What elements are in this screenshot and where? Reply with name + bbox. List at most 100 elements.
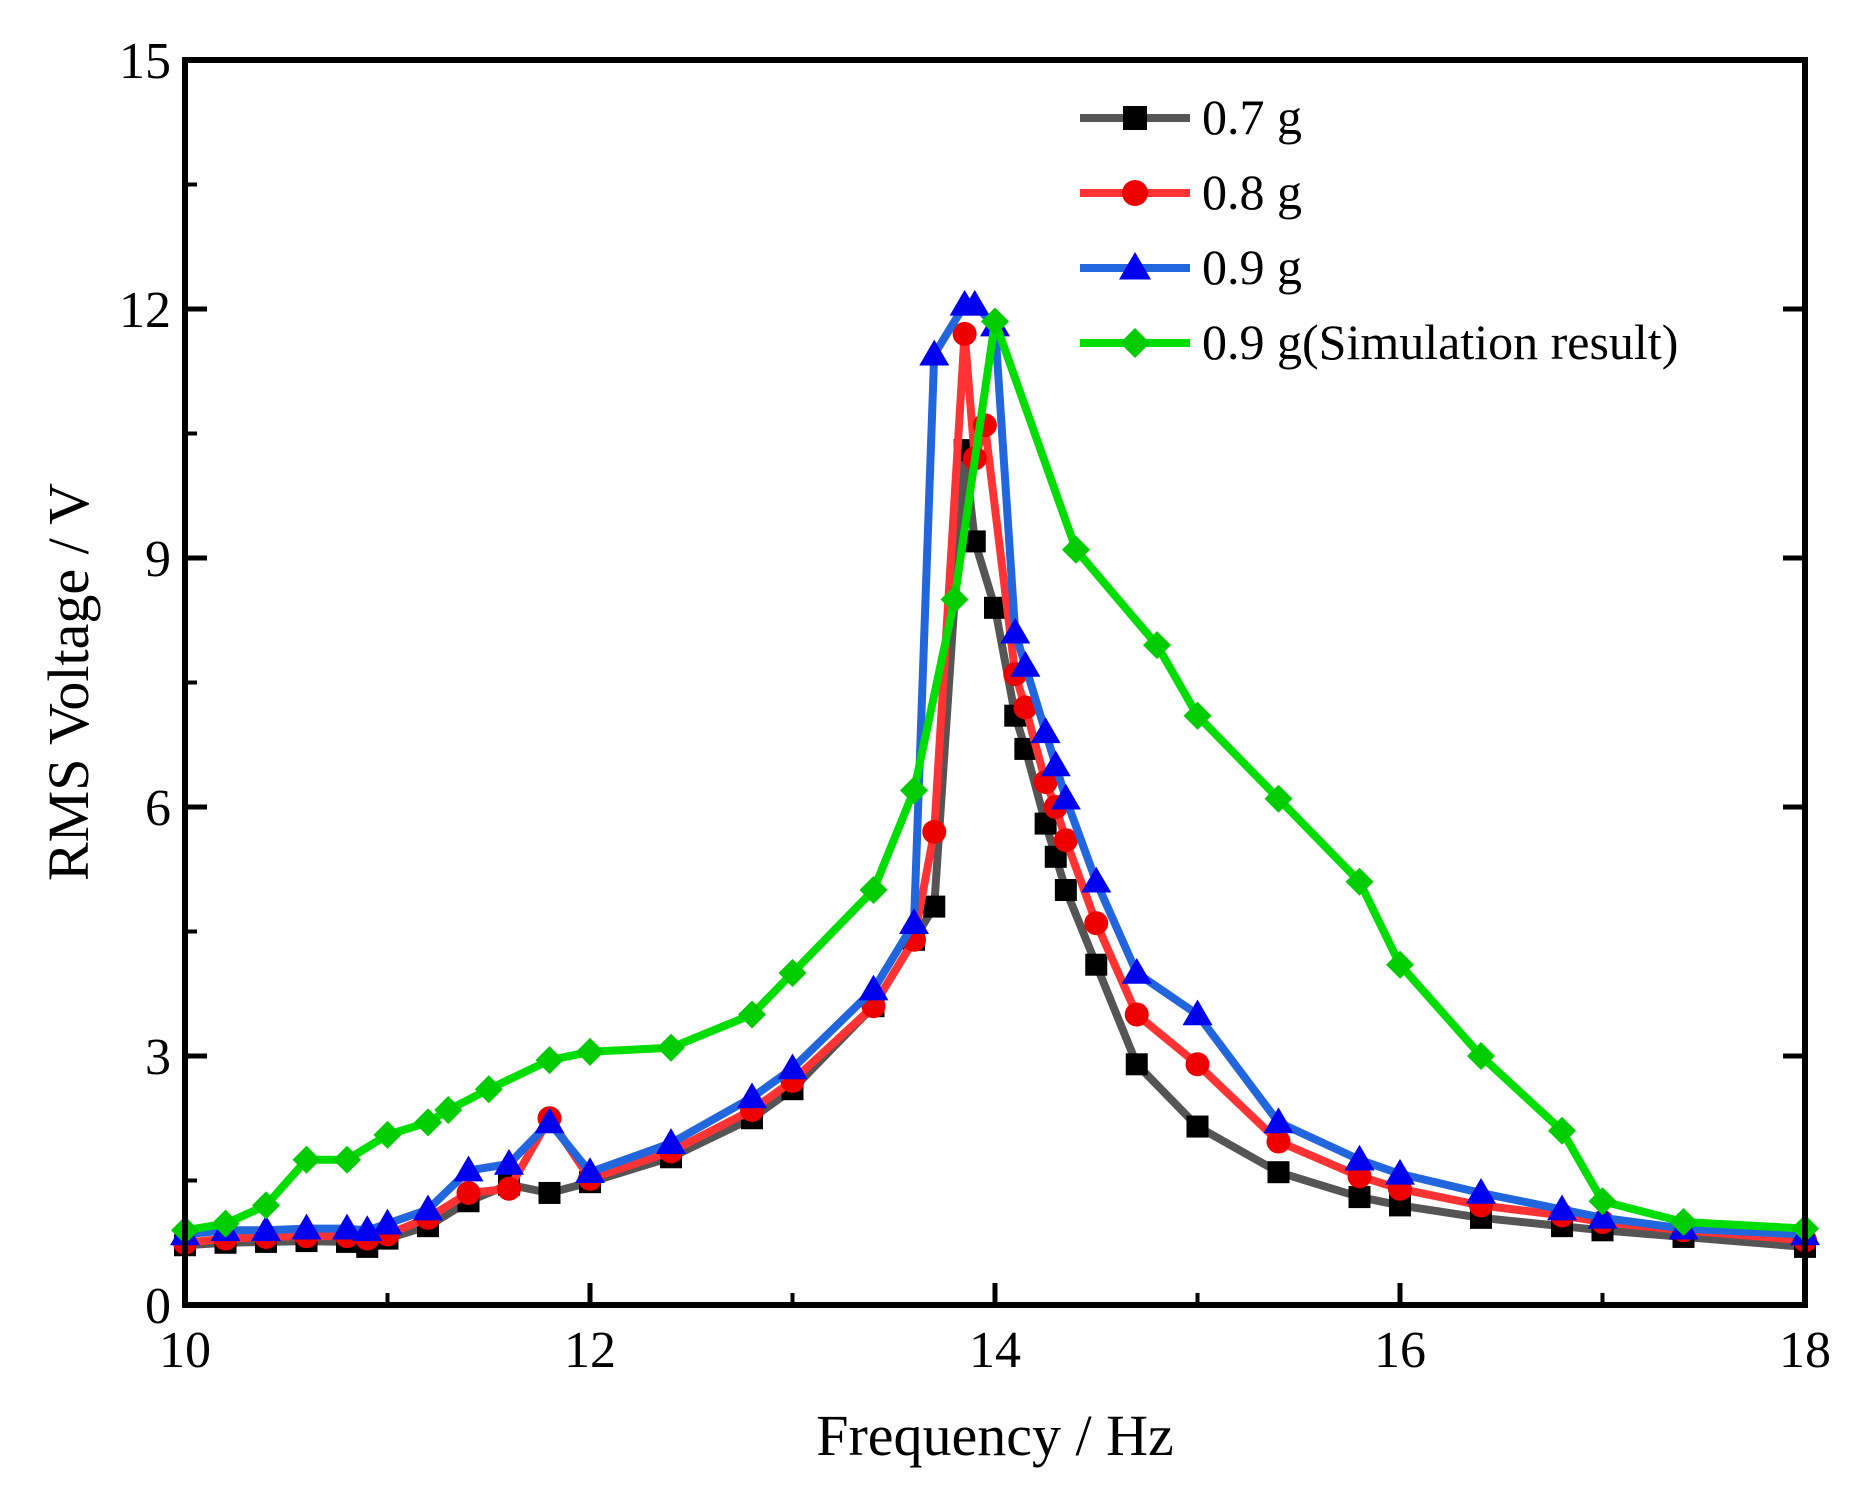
data-point <box>1345 867 1374 896</box>
data-point <box>1081 866 1112 893</box>
series-layer <box>170 289 1820 1258</box>
data-point <box>1084 911 1109 936</box>
data-point <box>1348 1186 1371 1209</box>
data-point <box>1466 1177 1496 1204</box>
x-tick-label: 12 <box>564 1322 616 1379</box>
data-point <box>1013 695 1038 720</box>
data-point <box>1547 1194 1577 1221</box>
data-point <box>1050 783 1081 810</box>
y-tick-label: 15 <box>119 33 171 90</box>
legend-label: 0.9 g(Simulation result) <box>1202 314 1678 370</box>
data-point <box>777 1053 808 1080</box>
legend-marker <box>1122 180 1148 206</box>
data-point <box>434 1095 463 1124</box>
data-point <box>373 1120 402 1149</box>
legend-marker <box>1120 328 1150 358</box>
x-tick-label: 10 <box>159 1322 211 1379</box>
data-point <box>1000 617 1031 644</box>
data-point <box>332 1213 362 1240</box>
data-point <box>1125 1053 1148 1076</box>
data-point <box>959 289 990 316</box>
legend-marker <box>1123 106 1147 130</box>
data-point <box>1143 631 1171 660</box>
legend-label: 0.7 g <box>1202 89 1302 145</box>
data-point <box>414 1108 442 1137</box>
series-line <box>181 300 1809 1239</box>
data-point <box>333 1145 361 1174</box>
legend-marker <box>1119 252 1151 280</box>
data-point <box>291 1213 322 1240</box>
data-point <box>1669 1208 1698 1236</box>
legend-label: 0.8 g <box>1202 164 1302 220</box>
data-point <box>292 1145 321 1174</box>
data-point <box>1264 784 1293 813</box>
data-point <box>1548 1116 1576 1145</box>
legend-entry: 0.8 g <box>1080 164 1302 220</box>
data-point <box>940 585 969 614</box>
legend-entry: 0.7 g <box>1080 89 1302 145</box>
x-tick-label: 14 <box>969 1322 1021 1379</box>
data-point <box>1121 958 1152 984</box>
axis-ticks: 10 12 14 16 18 0 3 6 9 12 15 <box>119 33 1831 1379</box>
data-point <box>1124 1002 1149 1027</box>
y-axis-title: RMS Voltage / V <box>36 483 101 881</box>
data-point <box>859 876 888 904</box>
data-point <box>413 1194 443 1221</box>
data-point <box>1085 953 1108 976</box>
data-point <box>1186 1115 1209 1138</box>
data-point <box>575 1157 605 1183</box>
data-point <box>474 1075 503 1104</box>
data-point <box>456 1180 481 1205</box>
data-point <box>1587 1202 1618 1229</box>
data-point <box>1030 717 1061 744</box>
series-line <box>181 329 1809 1247</box>
data-point <box>1267 1161 1290 1184</box>
x-tick-label: 16 <box>1374 1322 1426 1379</box>
data-point <box>252 1191 280 1220</box>
legend-entry: 0.9 g(Simulation result) <box>1080 314 1678 370</box>
data-point <box>1344 1144 1375 1171</box>
data-point <box>1014 737 1037 760</box>
data-point <box>1053 828 1078 853</box>
data-point <box>1183 701 1212 730</box>
data-point <box>963 530 986 553</box>
data-point <box>952 321 977 346</box>
data-point <box>1185 1052 1210 1077</box>
x-axis-title: Frequency / Hz <box>816 1403 1174 1468</box>
data-point <box>494 1148 524 1175</box>
legend-entry: 0.9 g <box>1080 239 1302 295</box>
series-line <box>181 317 1809 1235</box>
data-point <box>923 895 946 918</box>
y-tick-label: 3 <box>145 1029 171 1086</box>
data-point <box>535 1046 564 1075</box>
data-point <box>1040 750 1071 777</box>
data-point <box>737 1082 767 1109</box>
data-point <box>922 819 947 844</box>
data-point <box>900 776 928 805</box>
series-2 <box>173 321 1817 1255</box>
data-point <box>1182 999 1213 1026</box>
data-point <box>211 1209 240 1238</box>
y-tick-label: 9 <box>145 531 171 588</box>
data-point <box>453 1155 484 1182</box>
data-point <box>1054 879 1077 901</box>
y-tick-label: 6 <box>145 780 171 837</box>
data-point <box>576 1037 604 1066</box>
legend: 0.7 g 0.8 g 0.9 g 0.9 g(Simulation result) <box>1080 89 1678 370</box>
legend-label: 0.9 g <box>1202 239 1302 295</box>
data-point <box>1386 950 1414 979</box>
data-point <box>984 596 1006 619</box>
y-tick-label: 0 <box>145 1278 171 1335</box>
data-point <box>1385 1158 1415 1185</box>
data-point <box>352 1215 383 1242</box>
data-point <box>1044 845 1067 868</box>
data-point <box>251 1215 281 1242</box>
data-point <box>858 974 889 1001</box>
data-point <box>1389 1194 1411 1217</box>
data-point <box>497 1176 521 1201</box>
data-point <box>656 1128 686 1154</box>
data-point <box>738 1000 766 1029</box>
x-tick-label: 18 <box>1779 1322 1831 1379</box>
data-point <box>919 339 950 366</box>
